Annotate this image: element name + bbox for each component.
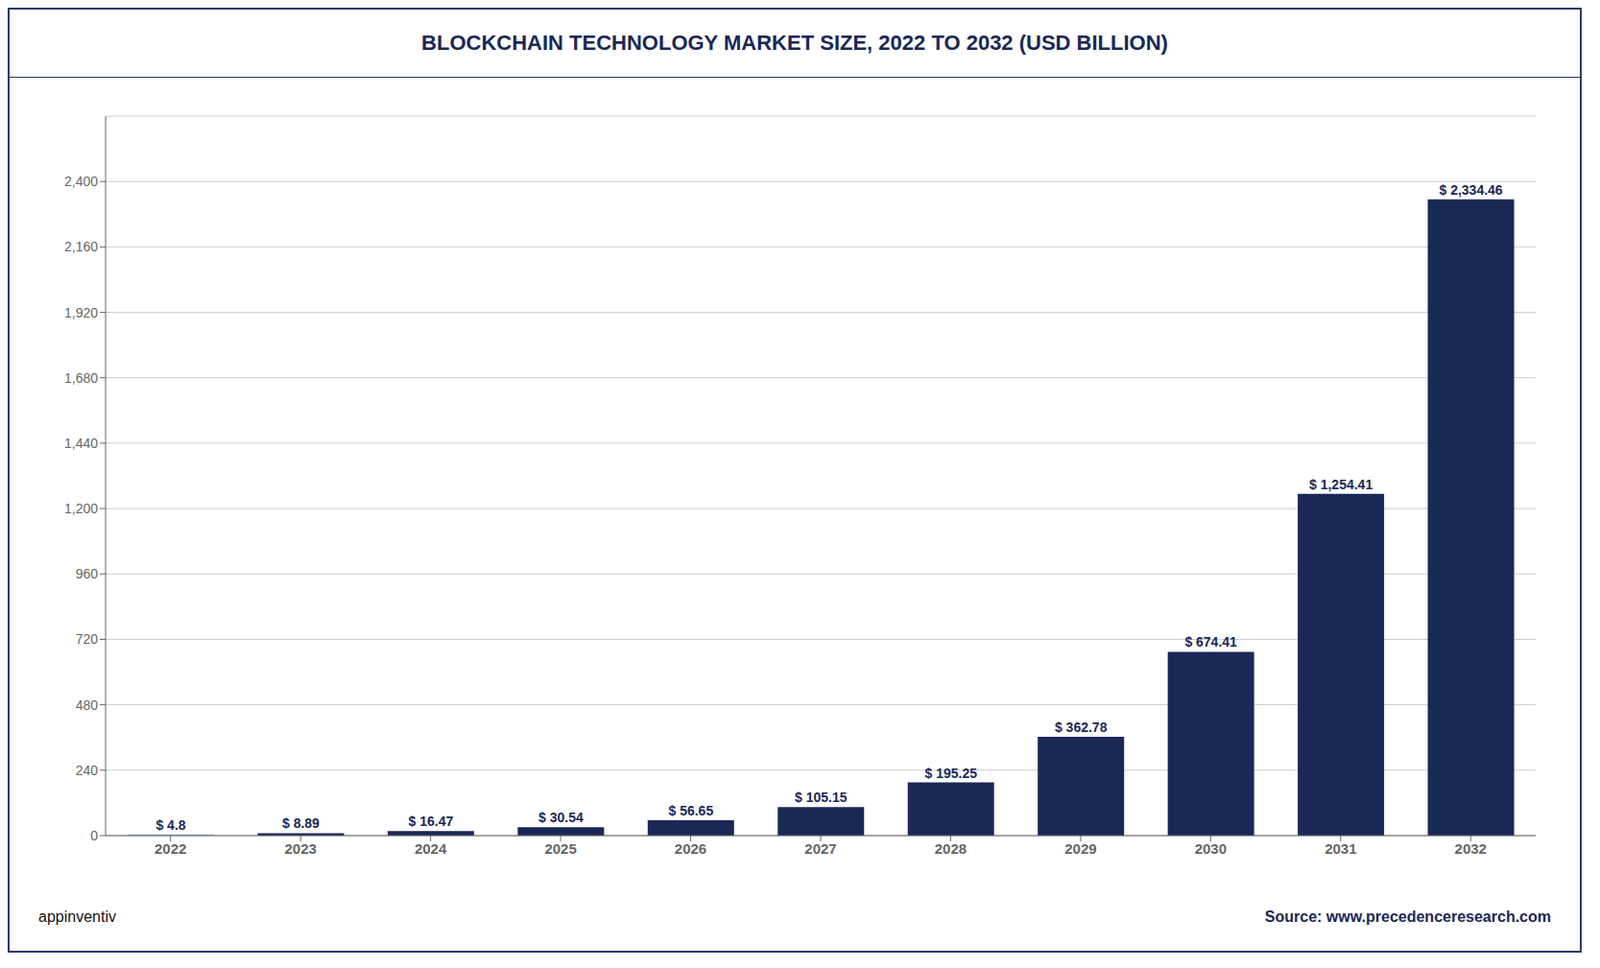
svg-text:2023: 2023 xyxy=(284,840,316,858)
html-text:BLOCKCHAIN TECHNOLOGY MARKET S: BLOCKCHAIN TECHNOLOGY MARKET SIZE, 2022 … xyxy=(421,30,1168,55)
svg-text:$ 16.47: $ 16.47 xyxy=(408,813,454,830)
svg-text:2030: 2030 xyxy=(1194,840,1227,858)
svg-text:$ 362.78: $ 362.78 xyxy=(1054,719,1108,736)
svg-text:2025: 2025 xyxy=(544,840,576,858)
svg-text:$ 8.89: $ 8.89 xyxy=(282,815,320,832)
html-text:appinventiv: appinventiv xyxy=(38,908,117,926)
svg-text:2029: 2029 xyxy=(1064,840,1097,858)
svg-text:$ 30.54: $ 30.54 xyxy=(538,810,584,826)
svg-text:$ 195.25: $ 195.25 xyxy=(924,765,978,782)
svg-text:960: 960 xyxy=(75,566,99,582)
svg-text:2032: 2032 xyxy=(1455,840,1487,858)
svg-text:1,680: 1,680 xyxy=(64,370,98,386)
svg-text:1,920: 1,920 xyxy=(64,305,98,321)
svg-text:2028: 2028 xyxy=(934,840,967,858)
svg-text:$ 56.65: $ 56.65 xyxy=(668,803,714,819)
svg-text:1,200: 1,200 xyxy=(64,501,98,517)
svg-text:240: 240 xyxy=(75,763,99,779)
svg-text:2024: 2024 xyxy=(414,840,448,858)
svg-text:2,160: 2,160 xyxy=(64,238,98,255)
svg-text:2027: 2027 xyxy=(804,840,836,858)
svg-text:2022: 2022 xyxy=(154,840,187,858)
svg-text:$ 105.15: $ 105.15 xyxy=(794,789,848,806)
svg-text:2,400: 2,400 xyxy=(64,173,98,190)
svg-text:1,440: 1,440 xyxy=(64,435,98,452)
svg-text:480: 480 xyxy=(75,697,99,714)
svg-text:$ 674.41: $ 674.41 xyxy=(1184,634,1238,650)
svg-text:2026: 2026 xyxy=(674,840,707,858)
svg-text:720: 720 xyxy=(75,631,99,647)
html-text:Source: www.precedenceresearch: Source: www.precedenceresearch.com xyxy=(1264,908,1552,926)
svg-text:$ 2,334.46: $ 2,334.46 xyxy=(1438,182,1503,198)
svg-text:2031: 2031 xyxy=(1324,840,1357,858)
svg-text:$ 1,254.41: $ 1,254.41 xyxy=(1309,477,1373,493)
svg-text:0: 0 xyxy=(90,828,98,844)
svg-text:$ 4.8: $ 4.8 xyxy=(155,817,186,834)
